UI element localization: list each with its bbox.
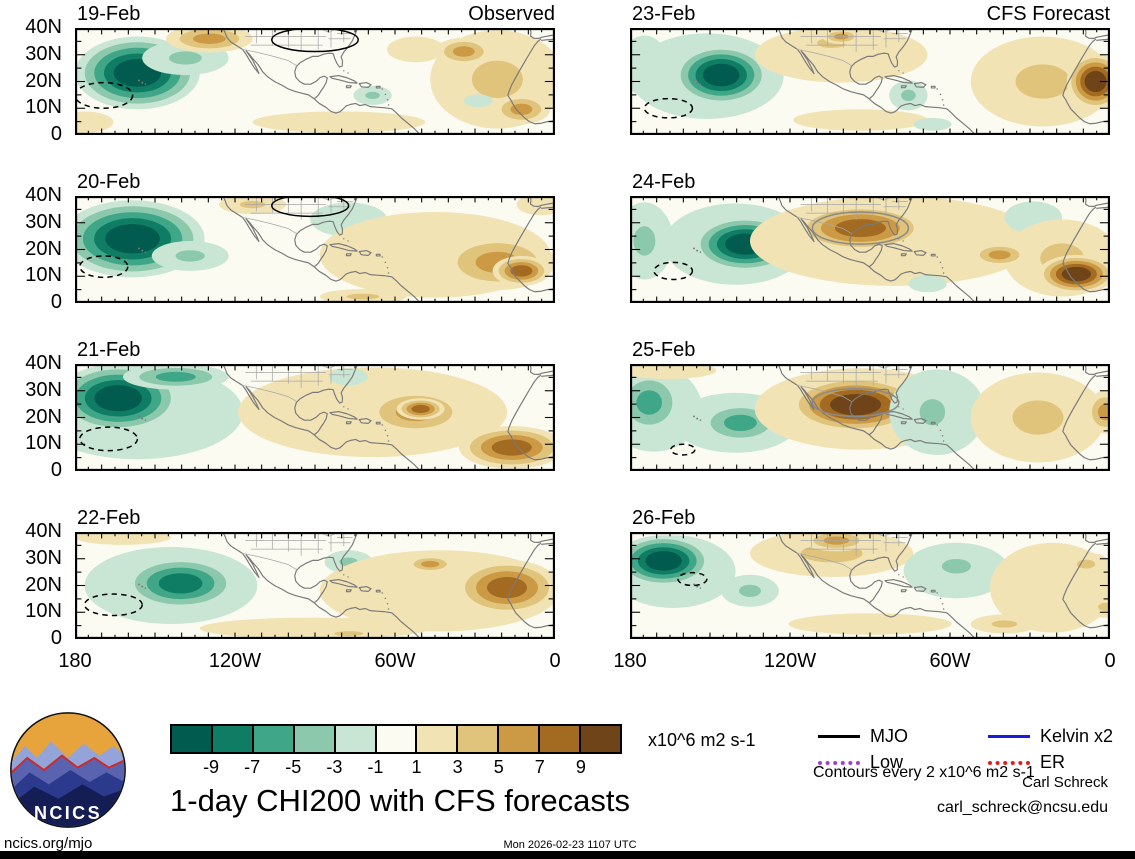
- colorbar-cell: [581, 726, 620, 752]
- author-email: carl_schreck@ncsu.edu: [937, 799, 1108, 816]
- figure-title: 1-day CHI200 with CFS forecasts: [170, 783, 631, 818]
- legend-label: Low: [870, 752, 904, 772]
- legend-line-icon: [818, 735, 860, 738]
- x-axis-label: 120W: [208, 650, 262, 672]
- colorbar-tick-label: 3: [452, 757, 463, 777]
- colorbar-cell: [335, 726, 377, 752]
- x-axis-label: 0: [1104, 650, 1116, 672]
- colorbar-cell: [458, 726, 500, 752]
- y-axis-label: 30N: [25, 42, 62, 65]
- ncics-logo-graphic: NCICS: [10, 712, 126, 828]
- author-name: Carl Schreck: [1022, 774, 1108, 791]
- y-axis-label: 10N: [25, 96, 62, 119]
- map-panel-24-feb: [630, 196, 1110, 303]
- legend-label: MJO: [870, 726, 908, 746]
- colorbar: [170, 724, 622, 754]
- map-panel-20-feb: [75, 196, 555, 303]
- y-axis-label: 0: [50, 291, 62, 313]
- map-canvas: [75, 532, 555, 639]
- colorbar-tick-label: 5: [493, 757, 504, 777]
- map-panel-26-feb: [630, 532, 1110, 639]
- x-axis-label: 120W: [763, 650, 817, 672]
- x-axis-label: 0: [549, 650, 561, 672]
- bottom-bar: [0, 851, 1135, 859]
- map-canvas: [75, 364, 555, 471]
- map-panel-23-feb: [630, 28, 1110, 135]
- column-header-cfs-forecast: CFS Forecast: [986, 3, 1110, 25]
- y-axis-label: 0: [50, 627, 62, 649]
- map-canvas: [630, 196, 1110, 303]
- panel-date-label: 19-Feb: [77, 3, 141, 25]
- y-axis-label: 10N: [25, 432, 62, 455]
- map-canvas: [630, 28, 1110, 135]
- panel-date-label: 20-Feb: [77, 171, 141, 193]
- legend-item-kelvin-x2: Kelvin x2: [988, 726, 1113, 747]
- y-axis-label: 30N: [25, 546, 62, 569]
- colorbar-tick-label: 7: [534, 757, 545, 777]
- map-panel-21-feb: [75, 364, 555, 471]
- colorbar-tick-label: -7: [244, 757, 261, 777]
- panel-date-label: 22-Feb: [77, 507, 141, 529]
- contour-interval-note: Contours every 2 x10^6 m2 s-1: [813, 764, 1035, 781]
- ncics-logo-text: NCICS: [34, 803, 102, 823]
- panel-date-label: 24-Feb: [632, 171, 696, 193]
- colorbar-cell: [212, 726, 254, 752]
- legend-label: Kelvin x2: [1040, 726, 1114, 746]
- legend-label: ER: [1040, 752, 1066, 772]
- y-axis-label: 40N: [25, 16, 62, 38]
- y-axis-label: 40N: [25, 520, 62, 542]
- x-axis-label: 180: [613, 650, 647, 672]
- y-axis-label: 0: [50, 459, 62, 481]
- site-url: ncics.org/mjo: [4, 835, 93, 852]
- colorbar-cell: [253, 726, 295, 752]
- y-axis-label: 20N: [25, 69, 62, 92]
- x-axis-label: 60W: [374, 650, 416, 672]
- x-axis-label: 60W: [929, 650, 971, 672]
- y-axis-label: 40N: [25, 184, 62, 206]
- legend-item-low: Low: [818, 752, 903, 773]
- map-canvas: [75, 196, 555, 303]
- colorbar-cell: [417, 726, 459, 752]
- ncics-logo: NCICS: [8, 710, 128, 830]
- map-canvas: [630, 364, 1110, 471]
- panel-date-label: 23-Feb: [632, 3, 696, 25]
- y-axis-label: 0: [50, 123, 62, 145]
- panel-date-label: 26-Feb: [632, 507, 696, 529]
- y-axis-label: 40N: [25, 352, 62, 374]
- panel-date-label: 21-Feb: [77, 339, 141, 361]
- legend-item-er: ER: [988, 752, 1065, 773]
- colorbar-cell: [294, 726, 336, 752]
- legend-item-mjo: MJO: [818, 726, 908, 747]
- map-panel-25-feb: [630, 364, 1110, 471]
- colorbar-cell: [172, 726, 213, 752]
- column-header-observed: Observed: [468, 3, 555, 25]
- colorbar-tick-label: 9: [575, 757, 586, 777]
- colorbar-cell: [499, 726, 541, 752]
- map-canvas: [630, 532, 1110, 639]
- legend-line-icon: [818, 760, 860, 765]
- map-canvas: [75, 28, 555, 135]
- colorbar-cell: [376, 726, 418, 752]
- y-axis-label: 20N: [25, 237, 62, 260]
- y-axis-label: 30N: [25, 378, 62, 401]
- y-axis-label: 10N: [25, 600, 62, 623]
- y-axis-label: 20N: [25, 405, 62, 428]
- legend-line-icon: [988, 760, 1030, 765]
- colorbar-tick-label: 1: [411, 757, 422, 777]
- y-axis-label: 10N: [25, 264, 62, 287]
- colorbar-tick-label: -1: [367, 757, 384, 777]
- colorbar-unit-label: x10^6 m2 s-1: [648, 730, 756, 750]
- generation-timestamp: Mon 2026-02-23 1107 UTC: [503, 839, 637, 851]
- colorbar-tick-label: -9: [203, 757, 220, 777]
- colorbar-tick-label: -3: [326, 757, 343, 777]
- panel-date-label: 25-Feb: [632, 339, 696, 361]
- x-axis-label: 180: [58, 650, 92, 672]
- y-axis-label: 20N: [25, 573, 62, 596]
- colorbar-cell: [540, 726, 582, 752]
- colorbar-tick-label: -5: [285, 757, 302, 777]
- legend-line-icon: [988, 735, 1030, 738]
- y-axis-label: 30N: [25, 210, 62, 233]
- map-panel-19-feb: [75, 28, 555, 135]
- map-panel-22-feb: [75, 532, 555, 639]
